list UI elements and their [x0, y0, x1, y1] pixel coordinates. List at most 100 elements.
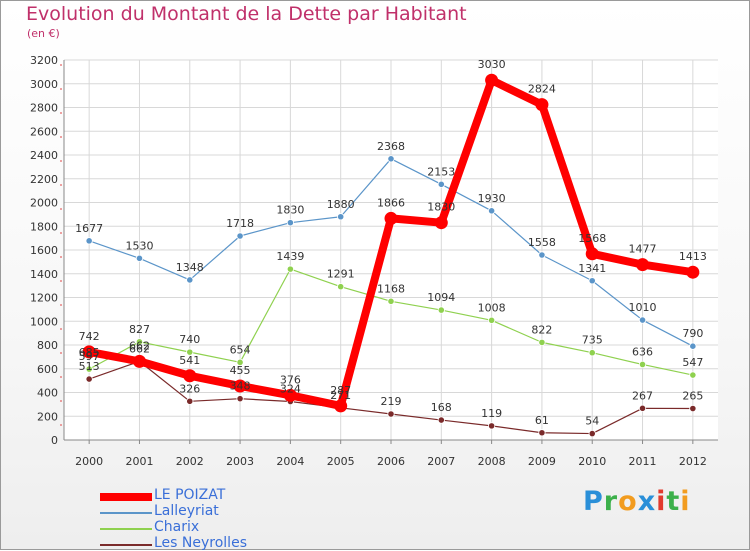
- data-label: 61: [535, 414, 549, 427]
- x-tick-label: 2000: [75, 455, 103, 468]
- data-label: 1341: [578, 262, 606, 275]
- data-label: 1880: [327, 198, 355, 211]
- data-label: 1094: [427, 291, 455, 304]
- data-label: 742: [79, 330, 100, 343]
- data-point: [686, 265, 700, 279]
- x-tick-label: 2004: [276, 455, 304, 468]
- legend-label: LE POIZAT: [154, 487, 226, 503]
- x-tick-label: 2007: [427, 455, 455, 468]
- data-label: 455: [230, 364, 251, 377]
- data-label: 662: [129, 342, 150, 355]
- data-point: [334, 399, 348, 413]
- data-point: [689, 404, 697, 413]
- data-point: [636, 258, 650, 272]
- data-point: [186, 397, 194, 405]
- data-label: 513: [79, 360, 100, 373]
- data-point: [132, 354, 146, 368]
- data-label: 2824: [528, 83, 556, 96]
- data-point: [638, 316, 647, 324]
- data-label: 654: [230, 343, 251, 356]
- data-label: 1718: [226, 217, 254, 230]
- y-tick-label: 200: [37, 410, 58, 423]
- data-label: 324: [280, 383, 301, 396]
- data-point: [689, 342, 697, 350]
- x-tick-label: 2005: [327, 455, 355, 468]
- data-point: [538, 251, 546, 259]
- data-point: [387, 155, 395, 163]
- data-point: [286, 265, 294, 273]
- data-label-layer: 1677 1530 1348 1718 1830 1880 2368 2153 1930 1558…: [75, 58, 707, 427]
- data-point: [535, 98, 549, 112]
- data-point: [437, 180, 445, 188]
- data-point: [437, 306, 445, 314]
- data-point: [82, 345, 96, 359]
- logo-letter: o: [618, 486, 638, 517]
- data-label: 267: [632, 389, 653, 402]
- data-label: 1477: [629, 243, 657, 256]
- data-label: 1439: [276, 250, 304, 263]
- x-tick-label: 2009: [528, 455, 556, 468]
- grid-layer: [64, 59, 718, 441]
- data-point: [337, 213, 345, 221]
- data-label: 827: [129, 323, 150, 336]
- data-point: [638, 404, 647, 412]
- y-tick-label: 1600: [30, 244, 58, 257]
- data-label: 1677: [75, 222, 103, 235]
- y-tick-label: 2400: [30, 149, 58, 162]
- data-point: [588, 277, 596, 285]
- y-tick-label: 2600: [30, 125, 58, 138]
- y-tick-label: 800: [37, 339, 58, 352]
- data-point: [85, 365, 93, 373]
- data-point: [387, 297, 395, 305]
- legend-label: Charix: [154, 519, 200, 535]
- logo-letter: x: [637, 486, 657, 517]
- data-point: [488, 316, 496, 324]
- y-tick-label: 3000: [30, 78, 58, 91]
- data-label: 735: [582, 334, 603, 347]
- data-label: 1008: [478, 301, 506, 314]
- data-label: 2368: [377, 140, 405, 153]
- data-point: [387, 410, 395, 418]
- series-layer: [82, 73, 700, 438]
- y-tick-label: 2000: [30, 197, 58, 210]
- legend-swatch: [100, 528, 152, 530]
- data-point: [588, 429, 596, 438]
- data-label: 376: [280, 373, 301, 386]
- data-label: 1530: [125, 239, 153, 252]
- data-label: 1930: [478, 192, 506, 205]
- data-label: 740: [179, 333, 200, 346]
- x-tick-label: 2002: [176, 455, 204, 468]
- data-label: 2153: [427, 165, 455, 178]
- data-point: [85, 237, 93, 245]
- proxiti-logo: Proxiti: [583, 486, 691, 517]
- x-tick-label: 2012: [679, 455, 707, 468]
- y-tick-label: 400: [37, 387, 58, 400]
- logo-letter: i: [656, 486, 667, 517]
- data-label: 1830: [276, 204, 304, 217]
- x-tick-label: 2008: [478, 455, 506, 468]
- data-point: [186, 348, 194, 356]
- y-tick-label: 1400: [30, 268, 58, 281]
- data-point: [488, 207, 496, 215]
- data-point: [135, 338, 144, 346]
- data-point: [337, 283, 345, 291]
- data-point: [638, 360, 647, 369]
- data-point: [236, 358, 244, 366]
- data-point: [283, 388, 297, 402]
- data-label: 3030: [478, 58, 506, 71]
- x-tick-label: 2003: [226, 455, 254, 468]
- data-label: 1866: [377, 196, 405, 209]
- legend-label: Les Neyrolles: [154, 535, 247, 551]
- data-label: 1168: [377, 282, 405, 295]
- data-label: 1558: [528, 236, 556, 249]
- data-point: [588, 349, 596, 357]
- x-tick-label: 2011: [629, 455, 657, 468]
- y-tick-label: 600: [37, 363, 58, 376]
- data-label: 1291: [327, 268, 355, 281]
- data-label: 1348: [176, 261, 204, 274]
- legend-swatch: [100, 512, 152, 514]
- chart-title: Evolution du Montant de la Dette par Hab…: [26, 3, 467, 25]
- y-tick-label: 0: [51, 434, 58, 447]
- y-tick-label: 2200: [30, 173, 58, 186]
